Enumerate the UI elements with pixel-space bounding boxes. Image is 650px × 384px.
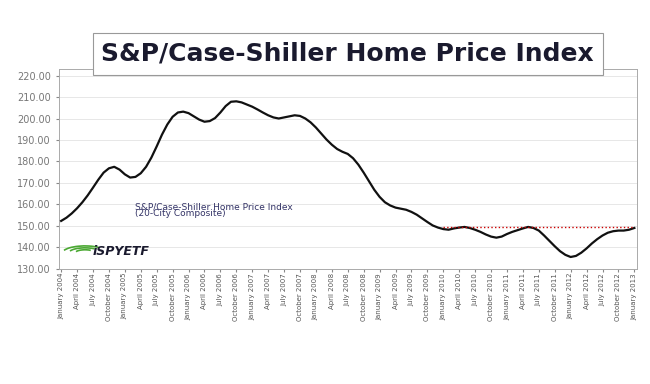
Title: S&P/Case-Shiller Home Price Index: S&P/Case-Shiller Home Price Index <box>101 42 594 66</box>
Text: S&P/Case-Shiller Home Price Index: S&P/Case-Shiller Home Price Index <box>135 202 293 211</box>
Text: iSPYETF: iSPYETF <box>93 245 150 258</box>
Text: (20-City Composite): (20-City Composite) <box>135 209 226 218</box>
